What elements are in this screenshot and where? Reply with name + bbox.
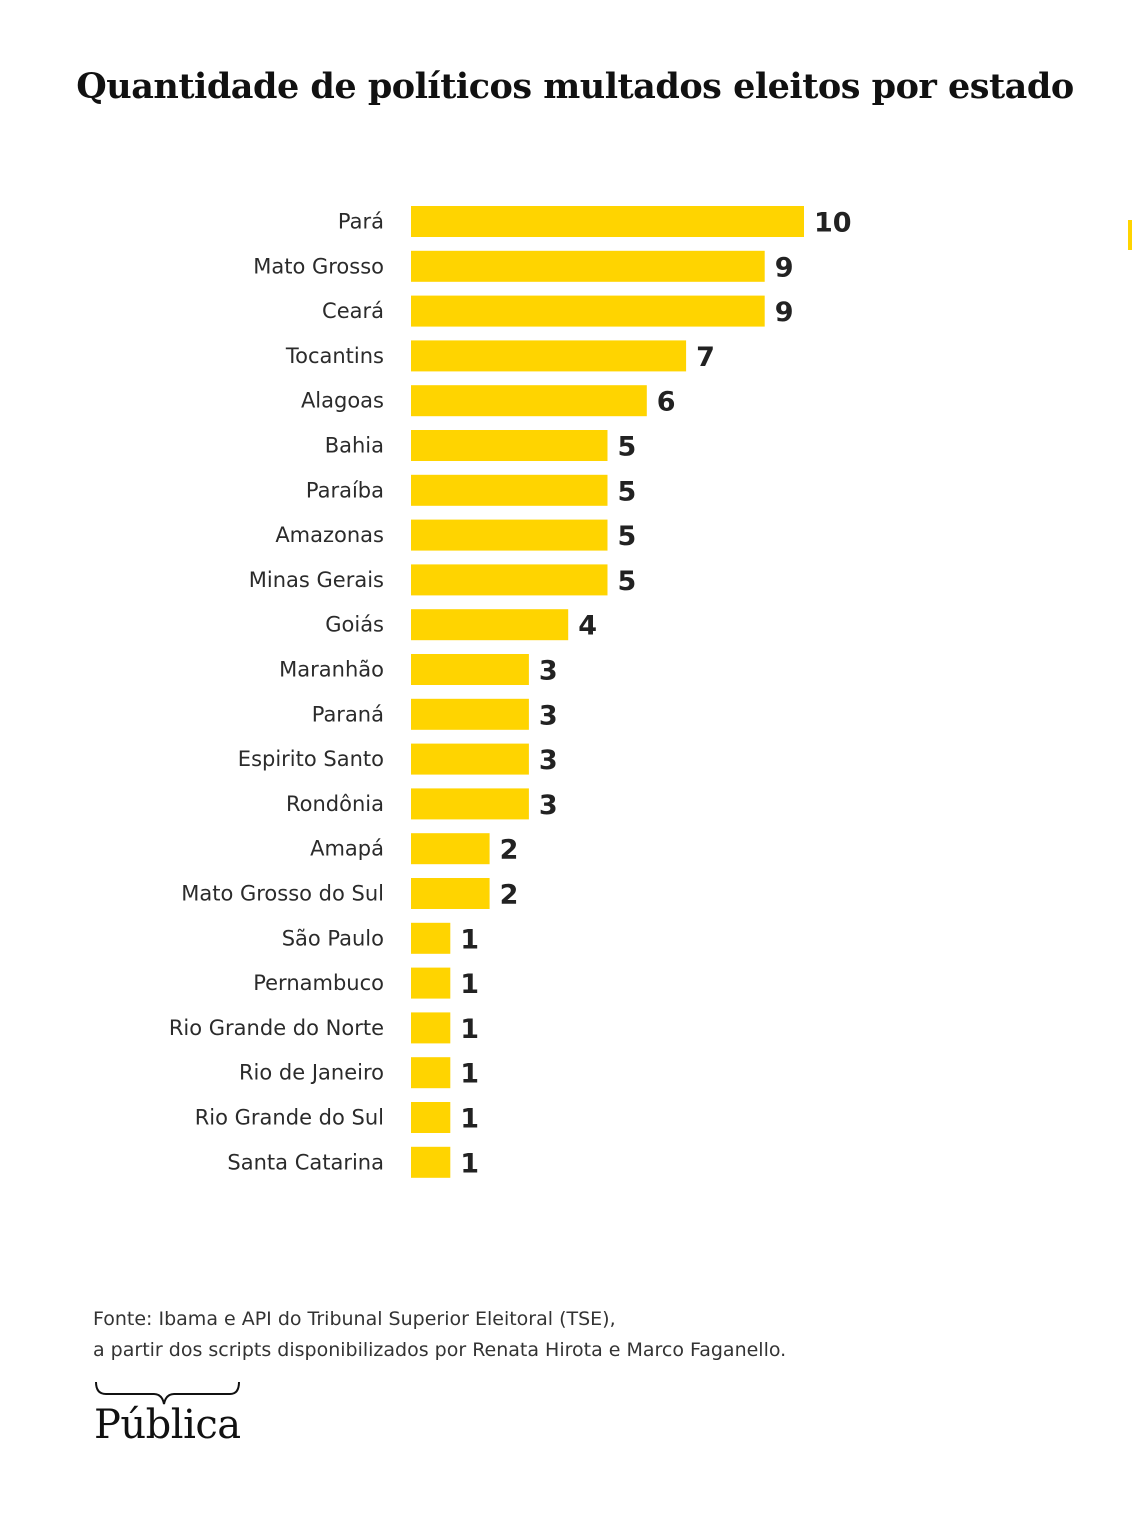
value-label-minas-gerais: 5: [618, 566, 637, 597]
value-label-paraiba: 5: [618, 476, 637, 507]
source-line-2: a partir dos scripts disponibilizados po…: [93, 1339, 787, 1361]
bar-para: [411, 206, 804, 237]
category-label-rio-de-janeiro: Rio de Janeiro: [239, 1061, 384, 1085]
value-label-ceara: 9: [775, 297, 794, 328]
bar-mato-grosso: [411, 250, 765, 282]
value-label-espirito-santo: 3: [539, 745, 558, 776]
bar-espirito-santo: [411, 743, 529, 775]
value-label-rondonia: 3: [539, 790, 558, 821]
category-label-sao-paulo: São Paulo: [282, 926, 384, 950]
bar-pernambuco: [411, 967, 451, 999]
category-label-amapa: Amapá: [310, 837, 384, 861]
bar-rondonia: [411, 788, 529, 820]
bar-maranhao: [411, 654, 529, 685]
bar-tocantins: [411, 340, 687, 372]
value-label-sao-paulo: 1: [460, 924, 479, 955]
category-label-pernambuco: Pernambuco: [253, 971, 384, 995]
category-label-espirito-santo: Espirito Santo: [238, 747, 384, 771]
value-label-goias: 4: [578, 611, 597, 642]
bar-amapa: [411, 833, 490, 865]
logo-text: Pública: [94, 1402, 241, 1448]
bar-amazonas: [411, 519, 608, 551]
category-label-goias: Goiás: [325, 613, 384, 637]
value-label-tocantins: 7: [696, 342, 715, 373]
value-label-bahia: 5: [618, 432, 637, 463]
category-label-rio-grande-do-norte: Rio Grande do Norte: [169, 1016, 384, 1040]
bar-minas-gerais: [411, 564, 608, 596]
value-label-maranhao: 3: [539, 656, 558, 687]
bar-rio-grande-do-sul: [411, 1102, 451, 1133]
source-note: Fonte: Ibama e API do Tribunal Superior …: [93, 1304, 786, 1366]
value-label-mato-grosso-do-sul: 2: [500, 880, 519, 911]
value-label-rio-de-janeiro: 1: [460, 1059, 479, 1090]
logo-brace-icon: [95, 1381, 240, 1405]
bar-goias: [411, 609, 569, 641]
value-label-pernambuco: 1: [460, 969, 479, 1000]
category-label-tocantins: Tocantins: [285, 344, 384, 368]
category-label-rondonia: Rondônia: [286, 792, 384, 816]
category-label-parana: Paraná: [312, 702, 384, 726]
edge-mark: [1128, 220, 1132, 250]
category-label-mato-grosso-do-sul: Mato Grosso do Sul: [181, 882, 384, 906]
value-label-amapa: 2: [500, 835, 519, 866]
category-label-para: Pará: [338, 210, 384, 234]
category-label-minas-gerais: Minas Gerais: [249, 568, 384, 592]
category-label-amazonas: Amazonas: [275, 523, 384, 547]
category-label-rio-grande-do-sul: Rio Grande do Sul: [195, 1106, 384, 1130]
value-label-rio-grande-do-norte: 1: [460, 1014, 479, 1045]
source-line-1: Fonte: Ibama e API do Tribunal Superior …: [93, 1308, 616, 1330]
bar-parana: [411, 698, 529, 730]
category-label-mato-grosso: Mato Grosso: [253, 254, 384, 278]
value-label-para: 10: [814, 208, 852, 239]
bar-rio-de-janeiro: [411, 1057, 451, 1089]
bar-santa-catarina: [411, 1146, 451, 1178]
category-label-maranhao: Maranhão: [279, 658, 384, 682]
publica-logo: Pública: [92, 1380, 252, 1460]
value-label-amazonas: 5: [618, 521, 637, 552]
value-label-alagoas: 6: [657, 387, 676, 418]
bar-ceara: [411, 295, 765, 327]
category-label-paraiba: Paraíba: [306, 478, 384, 502]
bar-chart: Pará 10 Mato Grosso 9 Ceará 9 Tocantins 7 Alagoa…: [169, 206, 852, 1179]
category-label-ceara: Ceará: [322, 299, 384, 323]
chart-title: Quantidade de políticos multados eleitos…: [76, 66, 1074, 107]
value-label-rio-grande-do-sul: 1: [460, 1104, 479, 1135]
value-label-parana: 3: [539, 700, 558, 731]
value-label-mato-grosso: 9: [775, 252, 794, 283]
bar-paraiba: [411, 474, 608, 506]
bar-alagoas: [411, 385, 647, 417]
category-label-santa-catarina: Santa Catarina: [227, 1150, 384, 1174]
bar-sao-paulo: [411, 922, 451, 954]
category-label-alagoas: Alagoas: [301, 389, 384, 413]
bar-mato-grosso-do-sul: [411, 878, 490, 909]
category-label-bahia: Bahia: [325, 434, 384, 458]
bar-rio-grande-do-norte: [411, 1012, 451, 1044]
bar-bahia: [411, 430, 608, 461]
value-label-santa-catarina: 1: [460, 1148, 479, 1179]
